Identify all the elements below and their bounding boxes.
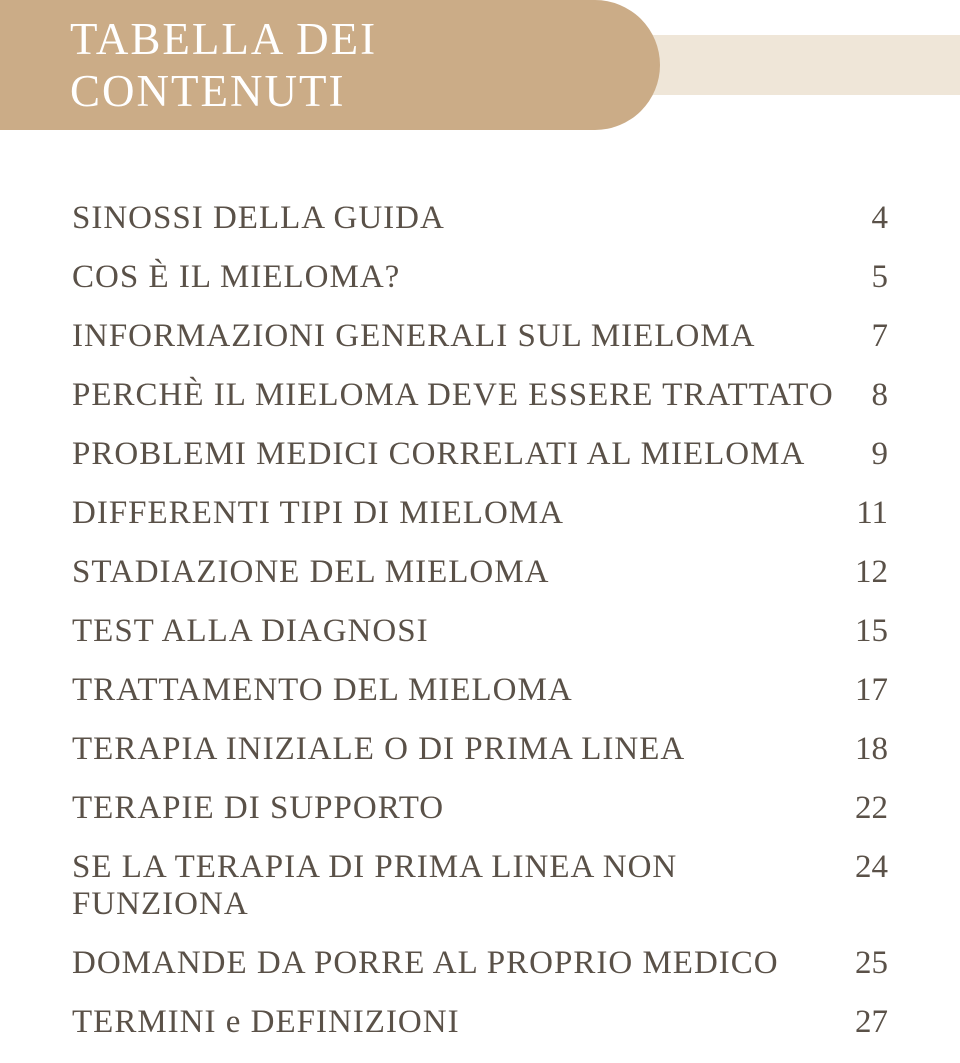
toc-row: SE LA TERAPIA DI PRIMA LINEA NON FUNZION… [72, 849, 888, 923]
toc-entry-label: PROBLEMI MEDICI CORRELATI AL MIELOMA [72, 436, 805, 473]
toc-entry-label: TRATTAMENTO DEL MIELOMA [72, 672, 573, 709]
toc-entry-page: 9 [838, 436, 888, 473]
toc-row: PERCHÈ IL MIELOMA DEVE ESSERE TRATTATO8 [72, 377, 888, 414]
toc-entry-label: PERCHÈ IL MIELOMA DEVE ESSERE TRATTATO [72, 377, 834, 414]
header-tab: TABELLA DEI CONTENUTI [0, 0, 660, 130]
toc-entry-label: SE LA TERAPIA DI PRIMA LINEA NON FUNZION… [72, 849, 838, 923]
toc-entry-page: 18 [838, 731, 888, 768]
toc-entry-page: 17 [838, 672, 888, 709]
toc-entry-label: TERMINI e DEFINIZIONI [72, 1004, 460, 1041]
toc-entry-label: TERAPIE DI SUPPORTO [72, 790, 444, 827]
toc-entry-label: TERAPIA INIZIALE O DI PRIMA LINEA [72, 731, 685, 768]
toc-entry-label: COS È IL MIELOMA? [72, 259, 400, 296]
toc-entry-page: 4 [838, 200, 888, 237]
toc-row: STADIAZIONE DEL MIELOMA 12 [72, 554, 888, 591]
toc-entry-label: DOMANDE DA PORRE AL PROPRIO MEDICO [72, 945, 779, 982]
toc-entry-page: 8 [838, 377, 888, 414]
toc-row: TEST ALLA DIAGNOSI 15 [72, 613, 888, 650]
toc-entry-page: 25 [838, 945, 888, 982]
table-of-contents: SINOSSI DELLA GUIDA 4 COS È IL MIELOMA? 5 IN… [72, 200, 888, 1063]
toc-row: INFORMAZIONI GENERALI SUL MIELOMA 7 [72, 318, 888, 355]
toc-row: PROBLEMI MEDICI CORRELATI AL MIELOMA 9 [72, 436, 888, 473]
toc-entry-page: 22 [838, 790, 888, 827]
toc-entry-label: INFORMAZIONI GENERALI SUL MIELOMA [72, 318, 755, 355]
toc-entry-page: 11 [838, 495, 888, 532]
toc-entry-page: 7 [838, 318, 888, 355]
toc-row: TERAPIA INIZIALE O DI PRIMA LINEA 18 [72, 731, 888, 768]
toc-row: TERAPIE DI SUPPORTO 22 [72, 790, 888, 827]
toc-row: TERMINI e DEFINIZIONI 27 [72, 1004, 888, 1041]
header-title: TABELLA DEI CONTENUTI [0, 13, 660, 117]
toc-entry-page: 24 [838, 849, 888, 886]
toc-entry-label-tail: e DEFINIZIONI [216, 1004, 459, 1040]
toc-row: TRATTAMENTO DEL MIELOMA 17 [72, 672, 888, 709]
toc-row: COS È IL MIELOMA? 5 [72, 259, 888, 296]
toc-entry-label: DIFFERENTI TIPI DI MIELOMA [72, 495, 564, 532]
toc-entry-page: 5 [838, 259, 888, 296]
document-page: TABELLA DEI CONTENUTI SINOSSI DELLA GUID… [0, 0, 960, 929]
toc-entry-page: 15 [838, 613, 888, 650]
toc-row: SINOSSI DELLA GUIDA 4 [72, 200, 888, 237]
toc-entry-page: 27 [838, 1004, 888, 1041]
toc-entry-label: TEST ALLA DIAGNOSI [72, 613, 429, 650]
toc-row: DIFFERENTI TIPI DI MIELOMA 11 [72, 495, 888, 532]
toc-row: DOMANDE DA PORRE AL PROPRIO MEDICO 25 [72, 945, 888, 982]
toc-entry-label: STADIAZIONE DEL MIELOMA [72, 554, 549, 591]
toc-entry-page: 12 [838, 554, 888, 591]
toc-entry-label: SINOSSI DELLA GUIDA [72, 200, 445, 237]
